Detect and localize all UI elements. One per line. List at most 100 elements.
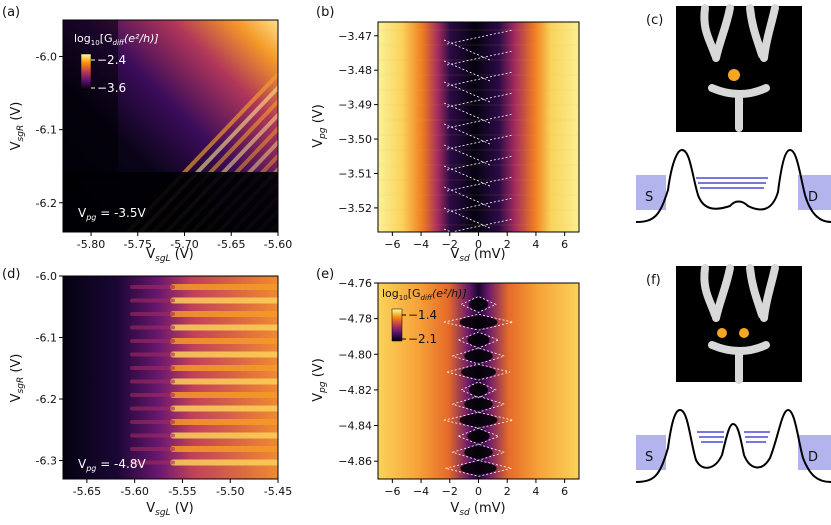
panel-d-band xyxy=(170,459,278,466)
panel-c: (c) S D xyxy=(635,4,831,223)
panel-a-dark-region xyxy=(63,172,278,232)
panel-b-dashed-line xyxy=(446,134,514,150)
panel-b-xlabel: Vsd (mV) xyxy=(450,247,505,264)
panel-d-band-faint xyxy=(130,379,175,384)
panel-d-annotation: Vpg = -4.8V xyxy=(78,457,146,473)
panel-b-dashed-line xyxy=(446,71,514,87)
panel-a-colorbar-title: log10[Gdiff(e²/h)] xyxy=(74,32,159,47)
panel-b-dashed-line xyxy=(446,197,514,213)
panel-e-diamond xyxy=(457,331,500,349)
panel-e-colorbar-min: −2.1 xyxy=(408,332,437,346)
panel-e-colorbar-title: log10[Gdiff(e²/h)] xyxy=(382,287,467,302)
panel-e-diamond-core xyxy=(469,298,488,311)
panel-e: (e) log10[Gdiff(e²/h)] −1.4 −2.1 −6 −4 −2 0… xyxy=(311,267,580,518)
panel-b-dashed-line xyxy=(443,102,491,124)
panel-a-colorbar-max: −2.4 xyxy=(97,53,126,67)
panel-b-dashed-line xyxy=(443,144,491,166)
panel-d-band-faint xyxy=(130,447,175,451)
panel-d-band xyxy=(170,338,278,344)
panel-b-dashed-line xyxy=(449,218,514,232)
panel-b-ytick-label: −3.49 xyxy=(338,99,372,112)
panel-f-source-label: S xyxy=(645,450,653,465)
panel-d-xlabel: VsgL (V) xyxy=(146,501,194,518)
panel-d-band xyxy=(170,405,278,412)
panel-a-xtick-label: -5.65 xyxy=(217,238,245,251)
panel-a-xtick-label: -5.70 xyxy=(170,238,198,251)
panel-d-band xyxy=(170,365,278,371)
panel-b-xtick-label: −2 xyxy=(442,238,458,251)
panel-d-band-faint xyxy=(130,420,175,424)
panel-d-ticks: -5.65 -5.60 -5.55 -5.50 -5.45 -6.0 -6.1 -6.2 -6.… xyxy=(36,270,293,498)
panel-e-ytick-label: −4.86 xyxy=(338,455,372,468)
panel-f-potential-curve xyxy=(635,408,831,483)
panel-a-frame xyxy=(62,19,279,233)
panel-e-diamond xyxy=(443,313,514,331)
panel-d-frame xyxy=(62,275,279,480)
panel-f-dot-left xyxy=(717,328,727,338)
panel-b: (b) −6 −4 −2 0 2 4 6−3.47−3.48−3.49−3.50−3.51−… xyxy=(311,5,580,264)
panel-c-energy-levels xyxy=(696,177,768,189)
panel-a-ticks: -5.80 -5.75 -5.70 -5.65 -5.60 -6.0 -6.1 -6.2 xyxy=(36,51,293,251)
panel-b-xtick-label: 6 xyxy=(561,238,568,251)
panel-a-xlabel: VsgL (V) xyxy=(146,247,194,264)
panel-a-xtick-label: -5.80 xyxy=(77,238,105,251)
panel-d-band xyxy=(170,432,278,439)
panel-a-colorbar-min: −3.6 xyxy=(97,81,126,95)
panel-e-diamond-core xyxy=(467,430,490,443)
panel-d-band xyxy=(170,324,278,331)
panel-e-diamond-core xyxy=(467,334,490,347)
panel-f: (f) S D xyxy=(635,264,831,483)
panel-d-band-faint xyxy=(130,433,175,438)
panel-d-band xyxy=(170,392,278,398)
panel-c-drain-label: D xyxy=(808,190,818,205)
panel-e-diamond-core xyxy=(464,350,493,363)
panel-d-band-faint xyxy=(130,406,175,411)
panel-b-ytick-label: −3.51 xyxy=(338,167,372,180)
panel-b-dashed-line xyxy=(443,81,491,103)
panel-c-potential-curve xyxy=(635,148,831,223)
panel-b-dashed-line xyxy=(446,92,514,108)
panel-d-xtick-label: -5.60 xyxy=(120,485,148,498)
panel-b-ylabel: Vpg (V) xyxy=(311,104,328,148)
panel-d-band xyxy=(170,378,278,385)
panel-d-bands xyxy=(130,284,278,466)
panel-d-xtick-label: -5.45 xyxy=(264,485,292,498)
panel-e-diamond-core xyxy=(464,398,493,411)
panel-f-dot-right xyxy=(739,328,749,338)
panel-d-heatmap xyxy=(63,276,278,479)
panel-e-diamond-core xyxy=(460,462,497,475)
panel-d-band-faint xyxy=(130,352,175,357)
panel-e-diamond-core xyxy=(459,414,498,427)
panel-f-drain-label: D xyxy=(808,450,818,465)
panel-f-label: (f) xyxy=(646,273,661,288)
panel-d-xtick-label: -5.50 xyxy=(216,485,244,498)
panel-f-gates xyxy=(700,264,779,384)
panel-a-colorbar xyxy=(80,53,92,91)
panel-b-ytick-label: −3.47 xyxy=(338,30,372,43)
panel-e-ytick-label: −4.78 xyxy=(338,313,372,326)
panel-b-ticks: −6 −4 −2 0 2 4 6 −3.47 −3.48 −3.49 −3.50 −3.51 −3.52 xyxy=(338,30,568,251)
panel-b-ytick-label: −3.50 xyxy=(338,133,372,146)
panel-b-xtick-label: 2 xyxy=(504,238,511,251)
panel-a-xtick-label: -5.75 xyxy=(124,238,152,251)
panel-a-dark-left xyxy=(63,20,118,180)
panel-c-source-lead xyxy=(636,175,666,210)
panel-f-energy-levels xyxy=(697,431,770,443)
panel-c-gates xyxy=(700,4,779,132)
panel-d-band xyxy=(170,351,278,358)
panel-b-ytick-label: −3.52 xyxy=(338,202,372,215)
panel-d-band-faint xyxy=(130,312,175,316)
panel-e-diamond xyxy=(446,363,511,381)
panel-d-xtick-label: -5.55 xyxy=(168,485,196,498)
panel-e-xtick-label: 6 xyxy=(561,485,568,498)
panel-e-diamond-core xyxy=(464,446,493,459)
panel-e-label: (e) xyxy=(316,267,334,282)
panel-c-label: (c) xyxy=(646,13,663,28)
panel-a-ylabel: VsgR (V) xyxy=(9,102,26,151)
panel-d-ytick-label: -6.0 xyxy=(36,270,57,283)
panel-e-xtick-label: −2 xyxy=(442,485,458,498)
panel-f-drain-lead xyxy=(798,435,831,470)
panel-c-source-label: S xyxy=(645,190,653,205)
panel-b-dashed-line xyxy=(446,50,514,66)
panel-f-source-lead xyxy=(636,435,666,470)
